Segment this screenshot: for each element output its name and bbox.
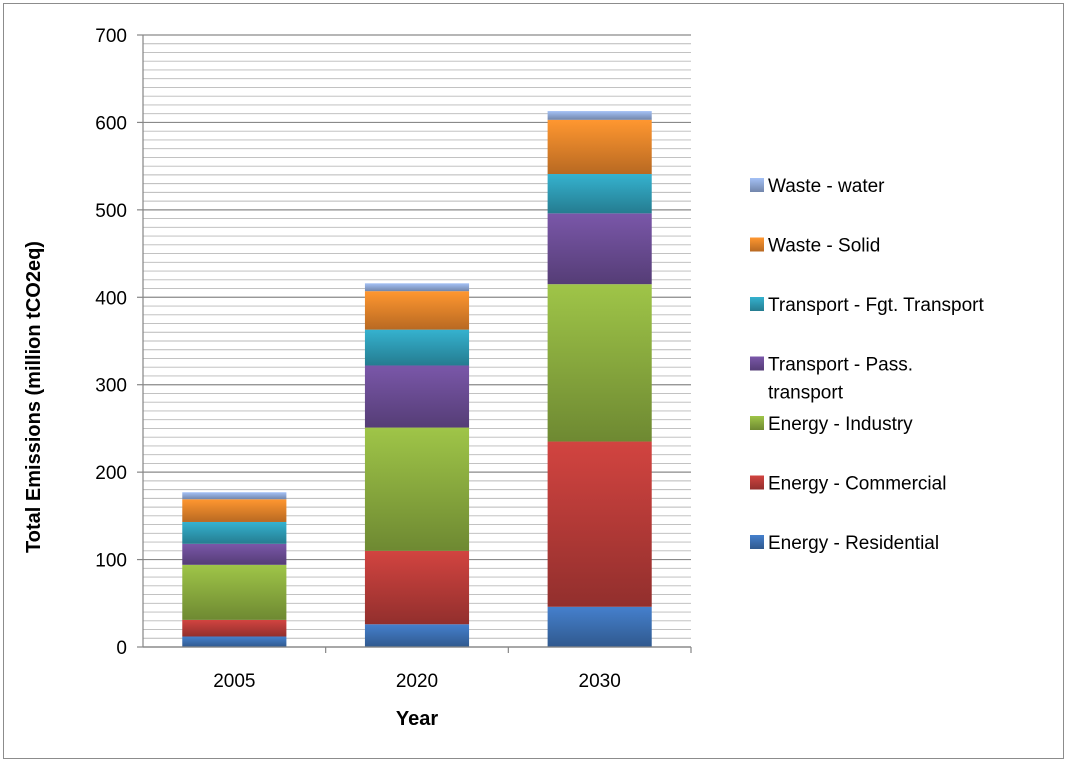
legend-label: Waste - water xyxy=(768,176,885,197)
x-axis-title: Year xyxy=(396,708,438,730)
y-tick-label: 100 xyxy=(95,551,127,572)
y-tick-label: 0 xyxy=(116,638,127,659)
bar-segment xyxy=(548,111,652,120)
bar-segment xyxy=(182,565,286,620)
bar-segment xyxy=(365,291,469,329)
bar-segment xyxy=(365,283,469,291)
x-tick-labels: 2005 2020 2030 xyxy=(213,671,621,692)
y-tick-label: 700 xyxy=(95,26,127,47)
bar-segment xyxy=(365,365,469,427)
bar-segment xyxy=(548,442,652,607)
legend-swatch xyxy=(750,238,764,252)
legend-swatch xyxy=(750,357,764,371)
bar-segment xyxy=(182,637,286,647)
bar-segment xyxy=(548,213,652,284)
legend-label: Transport - Fgt. Transport xyxy=(768,295,984,316)
y-axis-title: Total Emissions (million tCO2eq) xyxy=(23,241,45,553)
legend-label: Transport - Pass. transport xyxy=(768,355,913,404)
y-tick-label: 200 xyxy=(95,463,127,484)
bars xyxy=(182,111,651,647)
y-tick-label: 400 xyxy=(95,288,127,309)
legend-label: Waste - Solid xyxy=(768,236,880,257)
bar-segment xyxy=(182,522,286,544)
bar-segment xyxy=(182,499,286,522)
bar-segment xyxy=(365,428,469,551)
bar-segment xyxy=(548,607,652,647)
bar-segment xyxy=(182,492,286,499)
y-tick-label: 600 xyxy=(95,113,127,134)
bar-segment xyxy=(548,120,652,174)
bar-segment xyxy=(365,551,469,624)
bar-segment xyxy=(365,330,469,366)
bar-segment xyxy=(182,544,286,565)
bar-segment xyxy=(548,284,652,441)
legend-swatch xyxy=(750,535,764,549)
legend-swatch xyxy=(750,178,764,192)
legend-swatch xyxy=(750,476,764,490)
legend-label: Energy - Commercial xyxy=(768,474,946,495)
legend: Waste - water Waste - Solid Transport - Fg… xyxy=(750,176,984,554)
y-tick-labels: 0 100 200 300 400 500 600 700 xyxy=(95,26,127,659)
legend-label: Energy - Industry xyxy=(768,414,913,435)
bar-segment xyxy=(182,620,286,637)
bar-segment xyxy=(548,174,652,213)
y-tick-label: 300 xyxy=(95,376,127,397)
bar-segment xyxy=(365,624,469,647)
x-tick-label: 2030 xyxy=(579,671,621,692)
x-tick-label: 2020 xyxy=(396,671,438,692)
legend-label: Energy - Residential xyxy=(768,533,939,554)
y-tick-label: 500 xyxy=(95,201,127,222)
x-tick-label: 2005 xyxy=(213,671,255,692)
legend-swatch xyxy=(750,297,764,311)
legend-swatch xyxy=(750,416,764,430)
